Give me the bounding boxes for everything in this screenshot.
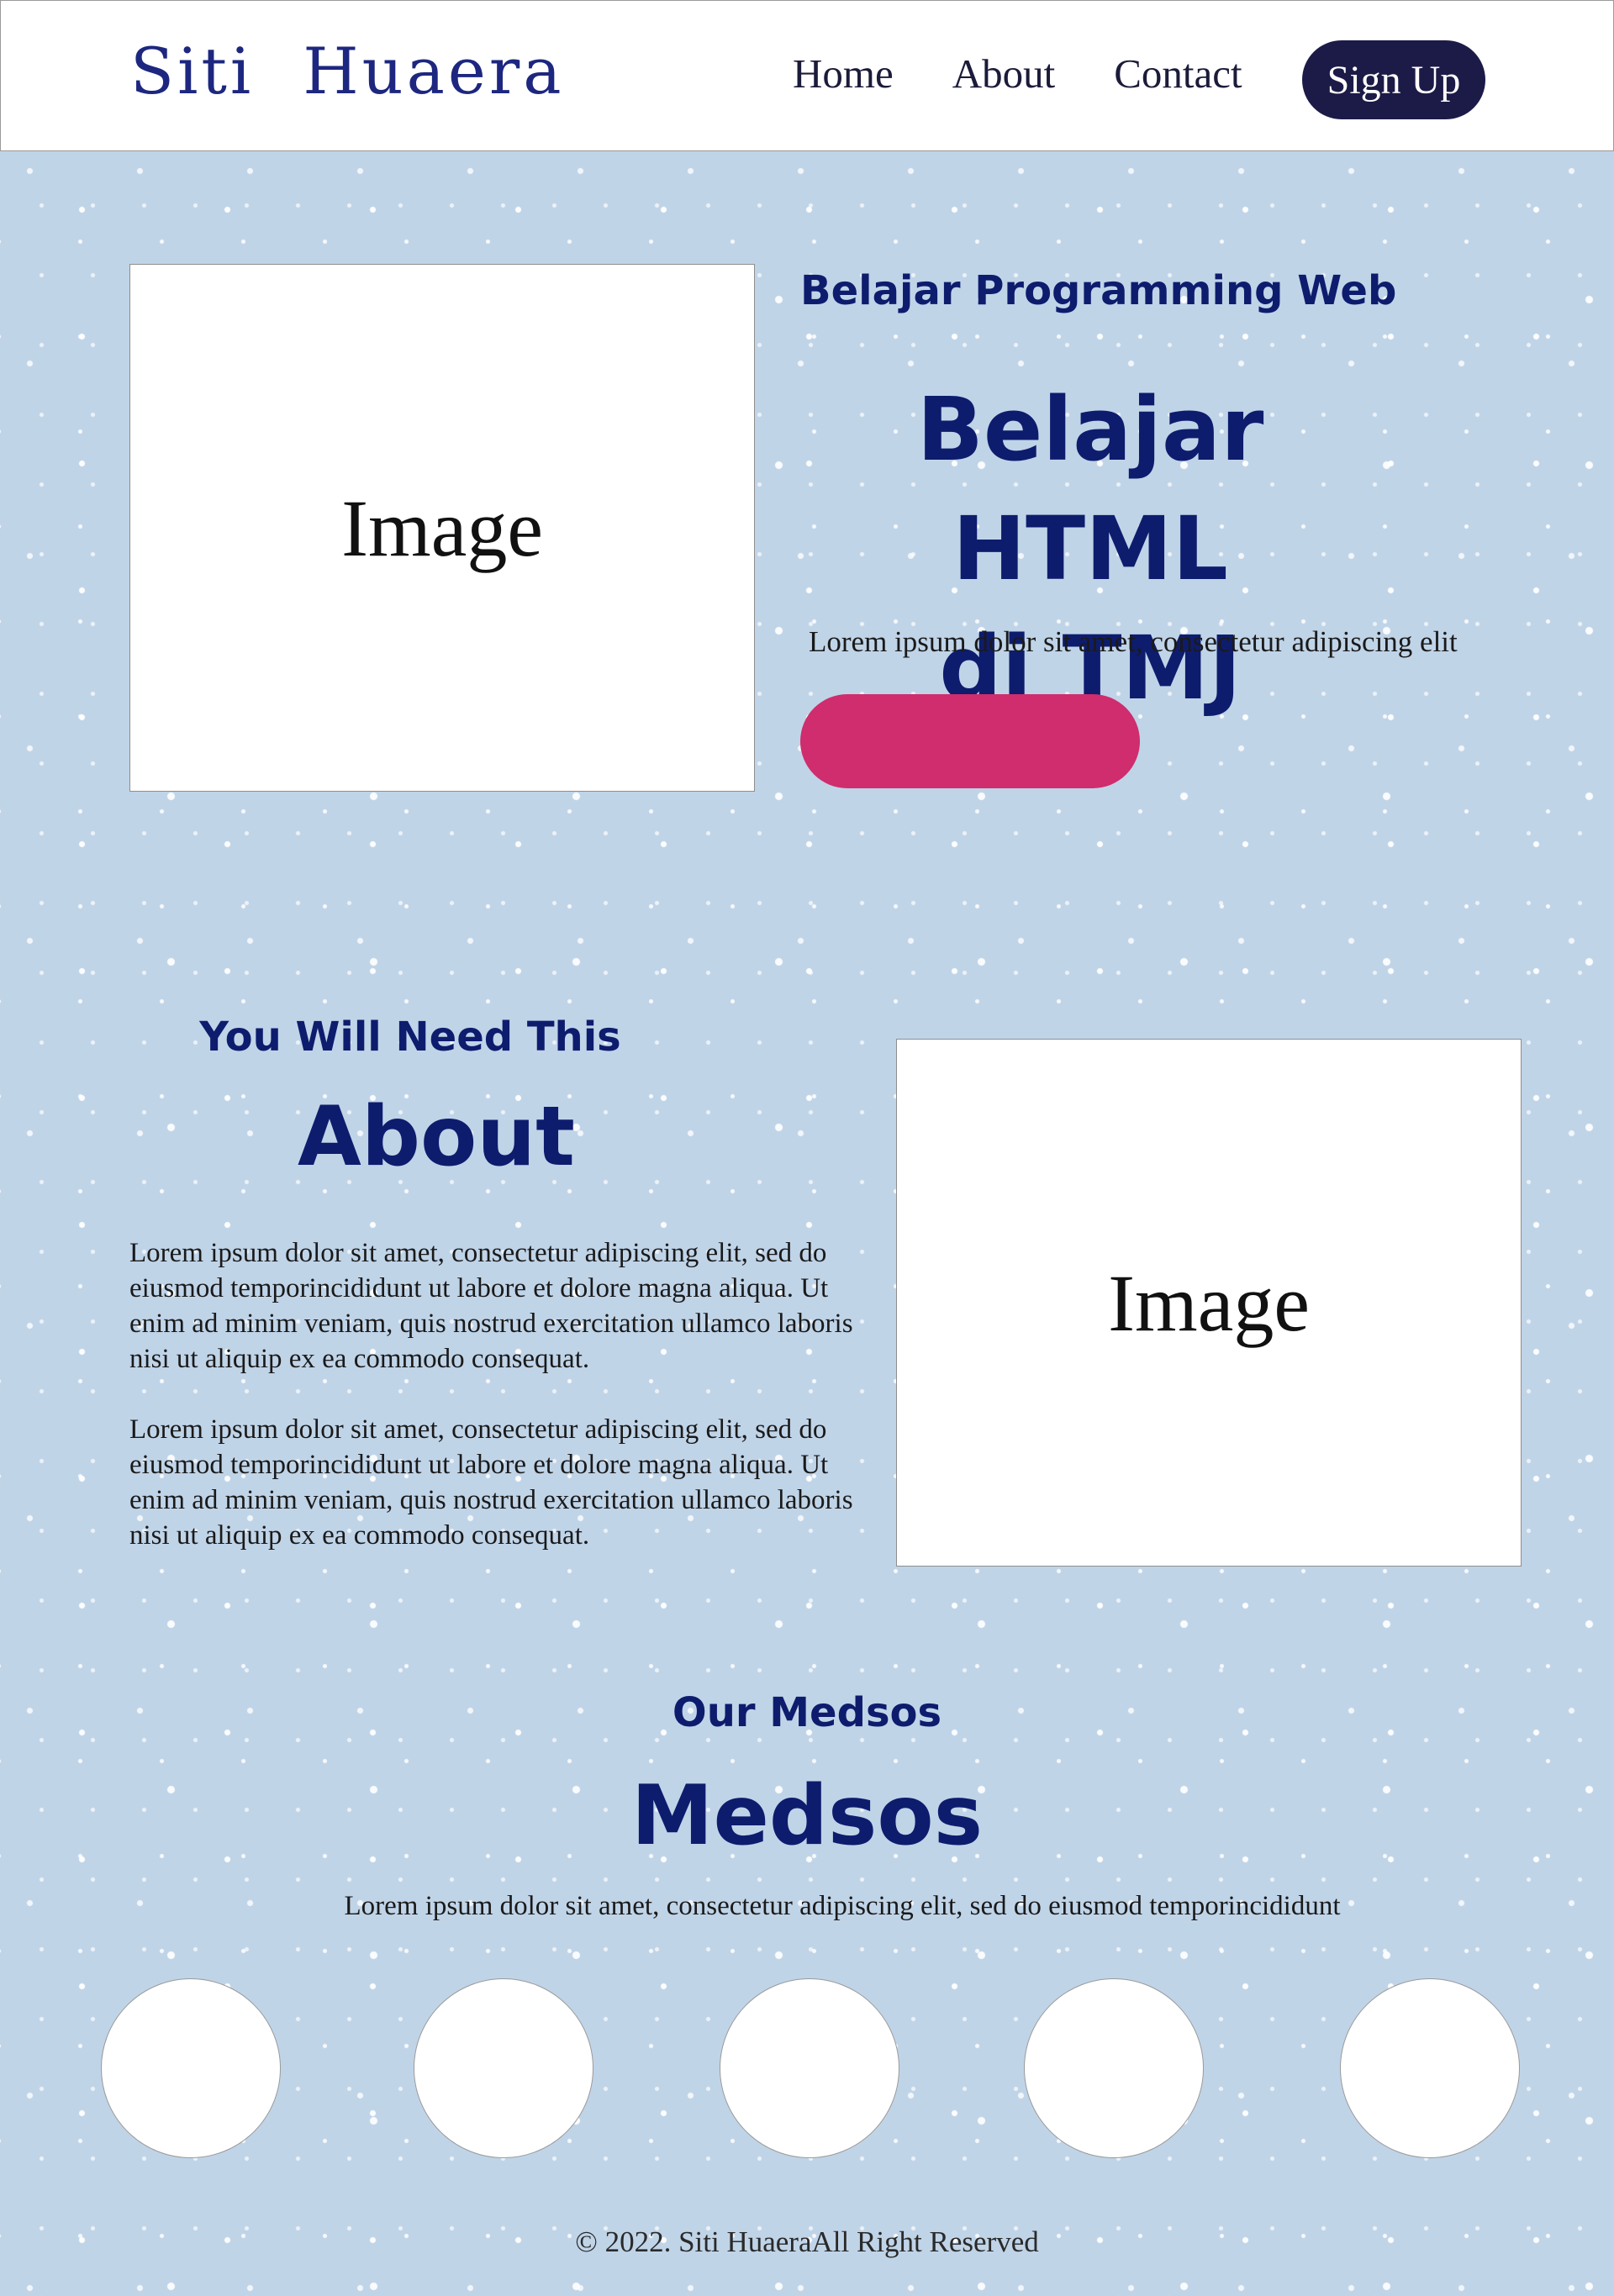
social-link-5[interactable] [1340, 1978, 1520, 2158]
hero-subtitle: Belajar Programming Web [800, 267, 1397, 314]
brand-logo[interactable]: Siti Huaera [130, 34, 565, 108]
social-link-4[interactable] [1024, 1978, 1204, 2158]
social-link-1[interactable] [101, 1978, 281, 2158]
about-image-placeholder: Image [896, 1039, 1522, 1567]
social-link-3[interactable] [720, 1978, 899, 2158]
medsos-subtitle: Our Medsos [672, 1689, 942, 1736]
main-nav: Home About Contact [793, 53, 1301, 94]
hero-title: Belajar HTML di TMJ [800, 370, 1380, 728]
about-paragraph-2: Lorem ipsum dolor sit amet, consectetur … [129, 1414, 853, 1551]
hero-description: Lorem ipsum dolor sit amet, consectetur … [809, 625, 1458, 658]
medsos-description: Lorem ipsum dolor sit amet, consectetur … [344, 1891, 1341, 1921]
about-image-label: Image [1108, 1257, 1310, 1348]
nav-about[interactable]: About [952, 50, 1056, 97]
site-header: Siti Huaera Home About Contact Sign Up [0, 0, 1614, 151]
social-link-2[interactable] [414, 1978, 593, 2158]
nav-home[interactable]: Home [793, 50, 894, 97]
nav-contact[interactable]: Contact [1114, 50, 1242, 97]
hero-title-line1: Belajar HTML [916, 378, 1264, 600]
hero-cta-button[interactable] [800, 694, 1140, 788]
signup-button[interactable]: Sign Up [1302, 40, 1485, 119]
about-subtitle: You Will Need This [199, 1014, 621, 1061]
hero-image-label: Image [341, 482, 543, 573]
footer-copyright: © 2022. Siti HuaeraAll Right Reserved [575, 2225, 1039, 2258]
about-title: About [298, 1089, 575, 1185]
about-paragraph-1: Lorem ipsum dolor sit amet, consectetur … [129, 1238, 853, 1374]
hero-image-placeholder: Image [129, 264, 755, 792]
medsos-title: Medsos [630, 1768, 984, 1864]
